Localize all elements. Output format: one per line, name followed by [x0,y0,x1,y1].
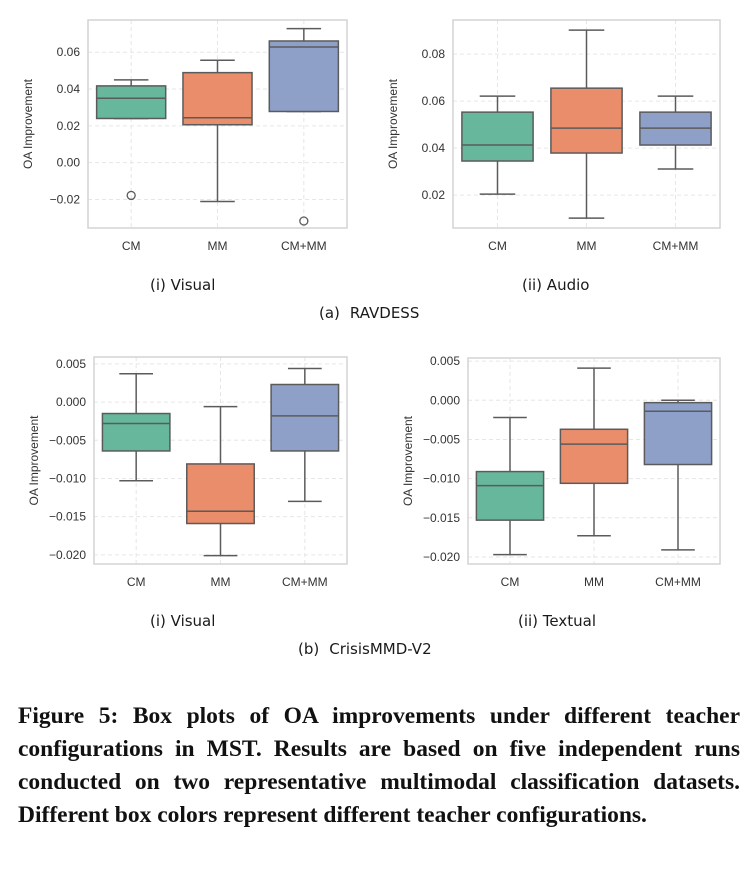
iqr-box [186,463,255,525]
iqr-box [559,428,629,485]
x-tick-label: MM [208,239,228,253]
y-tick-label: 0.02 [57,119,81,133]
plot-frame [467,357,721,565]
x-tick-label: CM [488,239,507,253]
box-cm [475,416,545,556]
box-cm-plus-mm [643,399,713,551]
plot-frame [87,19,348,229]
y-tick-label: −0.015 [49,510,86,524]
y-tick-label: 0.000 [430,393,460,407]
outlier-point [299,216,309,226]
iqr-box [101,412,171,452]
y-tick-label: 0.00 [57,156,81,170]
y-tick-label: −0.005 [423,432,460,446]
y-tick-label: 0.06 [57,45,81,59]
y-axis-label: OA Improvement [27,415,41,506]
y-tick-label: 0.005 [430,354,460,368]
iqr-box [95,85,167,120]
box-cm [101,373,171,482]
iqr-box [461,111,534,162]
box-cm-plus-mm [270,367,340,503]
y-tick-label: −0.010 [423,472,460,486]
dataset-tag: (b) [298,640,320,658]
x-tick-label: CM [122,239,141,253]
x-tick-label: MM [584,575,604,589]
x-tick-label: CM+MM [655,575,701,589]
subplot-label-ravdess-visual: (i) Visual [150,276,216,294]
subplot-label-crisismmd-visual: (i) Visual [150,612,216,630]
plot-crisismmd-visual: −0.020 −0.015 −0.010 −0.005 0.000 0.005 CM MM CM… [27,356,348,589]
iqr-box [182,71,253,126]
y-tick-label: 0.04 [57,82,81,96]
y-tick-label: 0.005 [56,357,86,371]
iqr-box [270,383,340,452]
x-tick-label: CM+MM [282,575,328,589]
y-tick-label: 0.02 [422,188,446,202]
x-tick-label: MM [211,575,231,589]
outlier-point [126,190,136,201]
y-tick-label: −0.02 [50,192,81,206]
iqr-box [550,87,623,154]
plot-frame [93,356,348,565]
y-tick-label: 0.000 [56,395,86,409]
plot-crisismmd-textual: −0.020 −0.015 −0.010 −0.005 0.000 0.005 CM MM CM… [401,354,721,589]
y-tick-label: −0.020 [49,548,86,562]
plot-frame [452,19,721,229]
subplot-label-ravdess-audio: (ii) Audio [522,276,590,294]
box-mm [182,59,253,203]
dataset-tag: (a) [319,304,340,322]
iqr-box [475,470,545,521]
dataset-name: RAVDESS [349,304,420,322]
x-tick-label: CM [501,575,520,589]
x-tick-label: CM+MM [281,239,327,253]
subplot-label-crisismmd-textual: (ii) Textual [518,612,597,630]
y-axis-label: OA Improvement [21,78,35,169]
figure-caption: Figure 5: Box plots of OA improvements u… [18,703,740,828]
dataset-label-crisismmd: (b) CrisisMMD-V2 [298,640,432,658]
y-axis-label: OA Improvement [401,415,415,506]
box-mm [186,405,255,557]
x-tick-label: CM [127,575,146,589]
y-tick-label: −0.015 [423,511,460,525]
dataset-label-ravdess: (a) RAVDESS [319,304,419,322]
plot-ravdess-audio: 0.02 0.04 0.06 0.08 CM MM CM+MM OA Improvement [386,19,721,253]
box-cm [95,79,167,201]
y-tick-label: 0.04 [422,141,446,155]
box-cm [461,95,534,195]
x-tick-label: MM [577,239,597,253]
box-mm [559,367,629,537]
y-tick-label: −0.010 [49,471,86,485]
y-tick-label: 0.06 [422,94,446,108]
box-mm [550,29,623,219]
box-cm-plus-mm [639,95,712,170]
plot-ravdess-visual: −0.02 0.00 0.02 0.04 0.06 CM MM CM+MM OA Improve… [21,19,348,253]
box-cm-plus-mm [268,27,340,226]
x-tick-label: CM+MM [653,239,699,253]
y-tick-label: 0.08 [422,47,446,61]
dataset-name: CrisisMMD-V2 [329,640,432,658]
iqr-box [268,40,340,113]
iqr-box [643,401,713,466]
y-axis-label: OA Improvement [386,78,400,169]
y-tick-label: −0.020 [423,550,460,564]
y-tick-label: −0.005 [49,433,86,447]
